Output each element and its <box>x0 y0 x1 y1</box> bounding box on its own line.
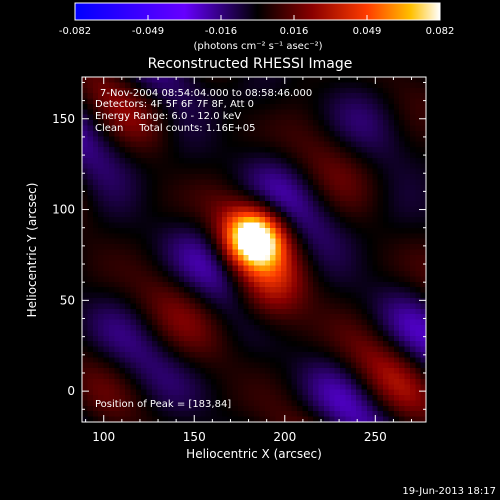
heatmap-image <box>82 77 426 422</box>
x-tick-label: 200 <box>273 430 296 444</box>
colorbar-tick-label: 0.082 <box>426 26 455 37</box>
info-line-clean: Clean Total counts: 1.16E+05 <box>95 123 255 134</box>
chart-title: Reconstructed RHESSI Image <box>148 56 353 72</box>
info-line-time: 7-Nov-2004 08:54:04.000 to 08:58:46.000 <box>100 88 312 99</box>
x-tick-label: 100 <box>92 430 115 444</box>
plot-frame <box>81 76 427 423</box>
y-tick-label: 150 <box>52 112 75 126</box>
colorbar-tick-label: -0.049 <box>132 26 164 37</box>
x-tick-label: 250 <box>364 430 387 444</box>
x-tick-label: 150 <box>183 430 206 444</box>
info-line-energy: Energy Range: 6.0 - 12.0 keV <box>95 111 241 122</box>
colorbar-tick-label: 0.016 <box>280 26 309 37</box>
info-line-detectors: Detectors: 4F 5F 6F 7F 8F, Att 0 <box>95 99 254 110</box>
peak-position-label: Position of Peak = [183,84] <box>95 399 231 410</box>
colorbar-tick-label: -0.016 <box>205 26 237 37</box>
colorbar-ticks: -0.082 -0.049 -0.016 0.016 0.049 0.082 <box>59 15 454 37</box>
y-tick-label: 0 <box>67 384 75 398</box>
colorbar <box>74 2 441 21</box>
colorbar-tick-label: -0.082 <box>59 26 91 37</box>
colorbar-tick-label: 0.049 <box>353 26 382 37</box>
y-axis-label: Heliocentric Y (arcsec) <box>25 183 39 318</box>
axis-ticks: 100 150 200 250 0 50 100 150 <box>52 77 426 444</box>
y-tick-label: 50 <box>60 293 75 307</box>
x-axis-label: Heliocentric X (arcsec) <box>186 447 322 461</box>
colorbar-unit-label: (photons cm⁻² s⁻¹ asec⁻²) <box>193 41 322 52</box>
date-stamp: 19-Jun-2013 18:17 <box>402 486 496 497</box>
y-tick-label: 100 <box>52 203 75 217</box>
